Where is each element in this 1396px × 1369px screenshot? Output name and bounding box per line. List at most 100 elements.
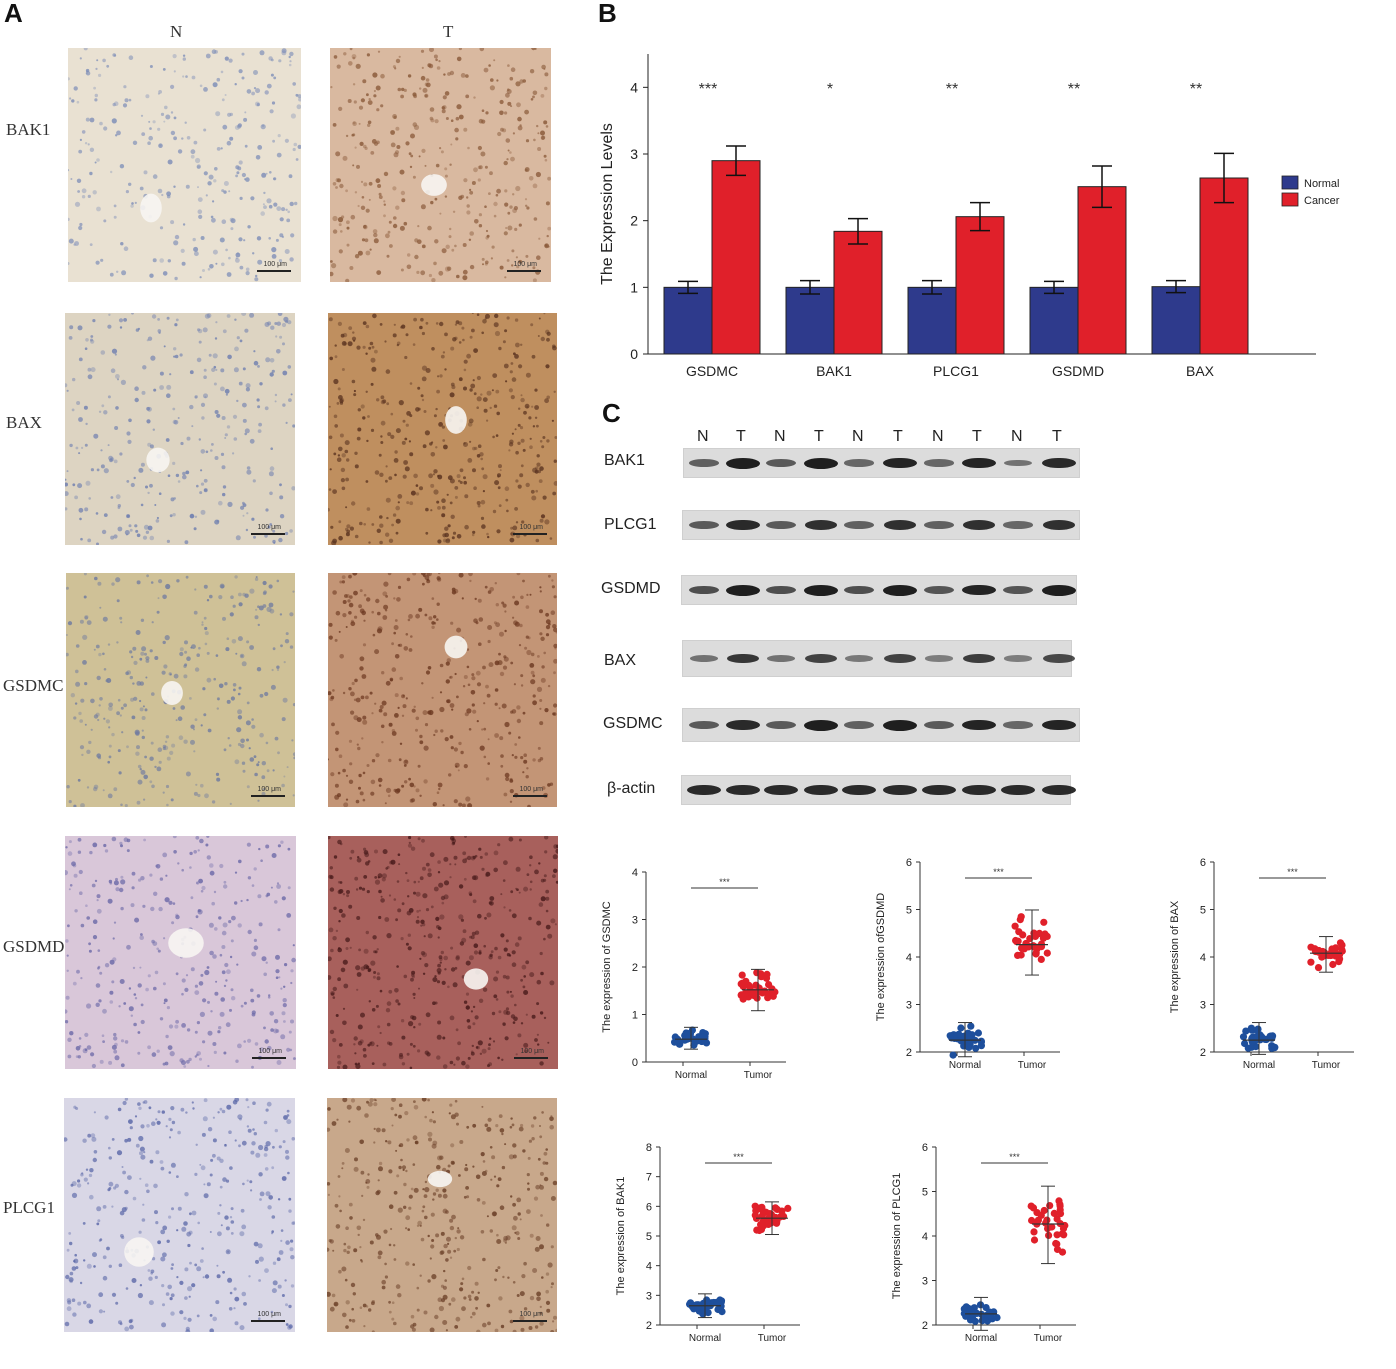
bar-normal xyxy=(1029,286,1079,355)
ihc-column-normal: N xyxy=(170,22,183,41)
blot-band xyxy=(1042,719,1076,731)
data-point xyxy=(946,1032,954,1040)
data-point xyxy=(738,971,746,979)
data-point xyxy=(737,991,745,999)
blot-band xyxy=(804,457,838,469)
data-point xyxy=(955,1030,963,1038)
data-point xyxy=(1332,951,1340,959)
blot-band xyxy=(923,585,955,595)
x-tick-label: GSDMD xyxy=(1052,363,1104,379)
data-point xyxy=(773,1219,781,1227)
blot-label: PLCG1 xyxy=(604,516,657,533)
legend-swatch xyxy=(1281,175,1299,190)
data-point xyxy=(764,1220,772,1228)
ihc-image-bax-normal: 100 μm xyxy=(65,313,295,545)
panel-label-a: A xyxy=(4,0,23,28)
data-point xyxy=(768,985,776,993)
bar-normal xyxy=(785,286,835,355)
blot-label: GSDMC xyxy=(603,715,663,732)
y-tick-label: 2 xyxy=(906,1047,912,1059)
y-tick-label: 4 xyxy=(646,1261,652,1273)
data-point xyxy=(1042,1219,1050,1227)
bar-normal xyxy=(1151,286,1201,355)
legend-label: Cancer xyxy=(1304,195,1340,207)
data-point xyxy=(1271,1043,1279,1051)
data-point xyxy=(1056,1202,1064,1210)
data-point xyxy=(977,1042,985,1050)
significance-label: * xyxy=(827,81,833,98)
data-point xyxy=(1248,1038,1256,1046)
blot-strip xyxy=(683,448,1080,478)
data-point xyxy=(1329,960,1337,969)
data-point xyxy=(683,1029,691,1037)
x-tick-label: Normal xyxy=(675,1070,707,1081)
data-point xyxy=(974,1029,982,1037)
y-tick-label: 2 xyxy=(630,213,638,229)
y-axis-label: The expression of BAK1 xyxy=(615,1177,627,1296)
bar-cancer xyxy=(711,160,761,355)
y-axis-label: The expression of BAX xyxy=(1169,900,1181,1013)
blot-band xyxy=(1042,457,1076,469)
lane-label: T xyxy=(736,428,746,445)
data-point xyxy=(1046,1202,1054,1210)
blot-band xyxy=(844,459,874,467)
data-point xyxy=(1031,932,1039,940)
lane-label: N xyxy=(852,428,864,445)
bar-normal xyxy=(663,286,713,355)
blot-label: GSDMD xyxy=(601,580,661,597)
ihc-row-label: BAK1 xyxy=(6,120,51,139)
data-point xyxy=(784,1204,792,1212)
y-tick-label: 4 xyxy=(1200,952,1206,964)
blot-band xyxy=(804,719,838,731)
blot-band xyxy=(962,784,996,796)
data-point xyxy=(769,992,777,1000)
ihc-column-tumor: T xyxy=(443,22,454,41)
lane-label: N xyxy=(774,428,786,445)
blot-band xyxy=(804,584,838,596)
ihc-image-gsdmc-normal: 100 μm xyxy=(66,573,295,807)
y-tick-label: 6 xyxy=(906,857,912,869)
blot-band xyxy=(963,653,995,664)
ihc-row-label: GSDMD xyxy=(3,937,65,956)
y-tick-label: 7 xyxy=(646,1172,652,1184)
blot-band xyxy=(726,784,760,796)
blot-band xyxy=(726,719,760,731)
legend-swatch xyxy=(1281,192,1299,207)
y-tick-label: 2 xyxy=(632,962,638,974)
blot-band xyxy=(726,519,760,531)
bar-cancer xyxy=(955,216,1005,355)
blot-band xyxy=(844,721,874,729)
data-point xyxy=(757,970,765,978)
y-axis-label: The Expression Levels xyxy=(599,123,616,285)
data-point xyxy=(699,1033,707,1041)
blot-band xyxy=(1042,784,1076,796)
y-tick-label: 1 xyxy=(630,279,638,295)
significance-label: *** xyxy=(993,867,1004,877)
ihc-image-plcg1-normal: 100 μm xyxy=(64,1098,295,1332)
blot-band xyxy=(688,585,720,595)
blot-band xyxy=(962,457,996,469)
y-tick-label: 3 xyxy=(906,1000,912,1012)
blot-label: BAK1 xyxy=(604,452,645,469)
data-point xyxy=(967,1306,975,1314)
significance-label: ** xyxy=(1190,81,1202,98)
y-tick-label: 4 xyxy=(906,952,912,964)
data-point xyxy=(1014,937,1022,945)
blot-band xyxy=(962,519,996,531)
blot-band xyxy=(1042,584,1076,596)
lane-label: T xyxy=(893,428,903,445)
bar-cancer xyxy=(833,230,883,355)
legend-label: Normal xyxy=(1304,178,1339,190)
y-tick-label: 5 xyxy=(1200,905,1206,917)
x-tick-label: Tumor xyxy=(758,1333,787,1344)
y-tick-label: 6 xyxy=(646,1201,652,1213)
blot-strip xyxy=(681,775,1076,805)
data-point xyxy=(739,982,747,991)
data-point xyxy=(1043,949,1051,957)
data-point xyxy=(690,1041,698,1049)
blot-band xyxy=(1004,655,1032,662)
blot-band xyxy=(687,784,721,796)
x-tick-label: GSDMC xyxy=(686,363,738,379)
data-point xyxy=(1039,934,1047,942)
ihc-image-gsdmd-tumor: 100 μm xyxy=(328,836,558,1069)
